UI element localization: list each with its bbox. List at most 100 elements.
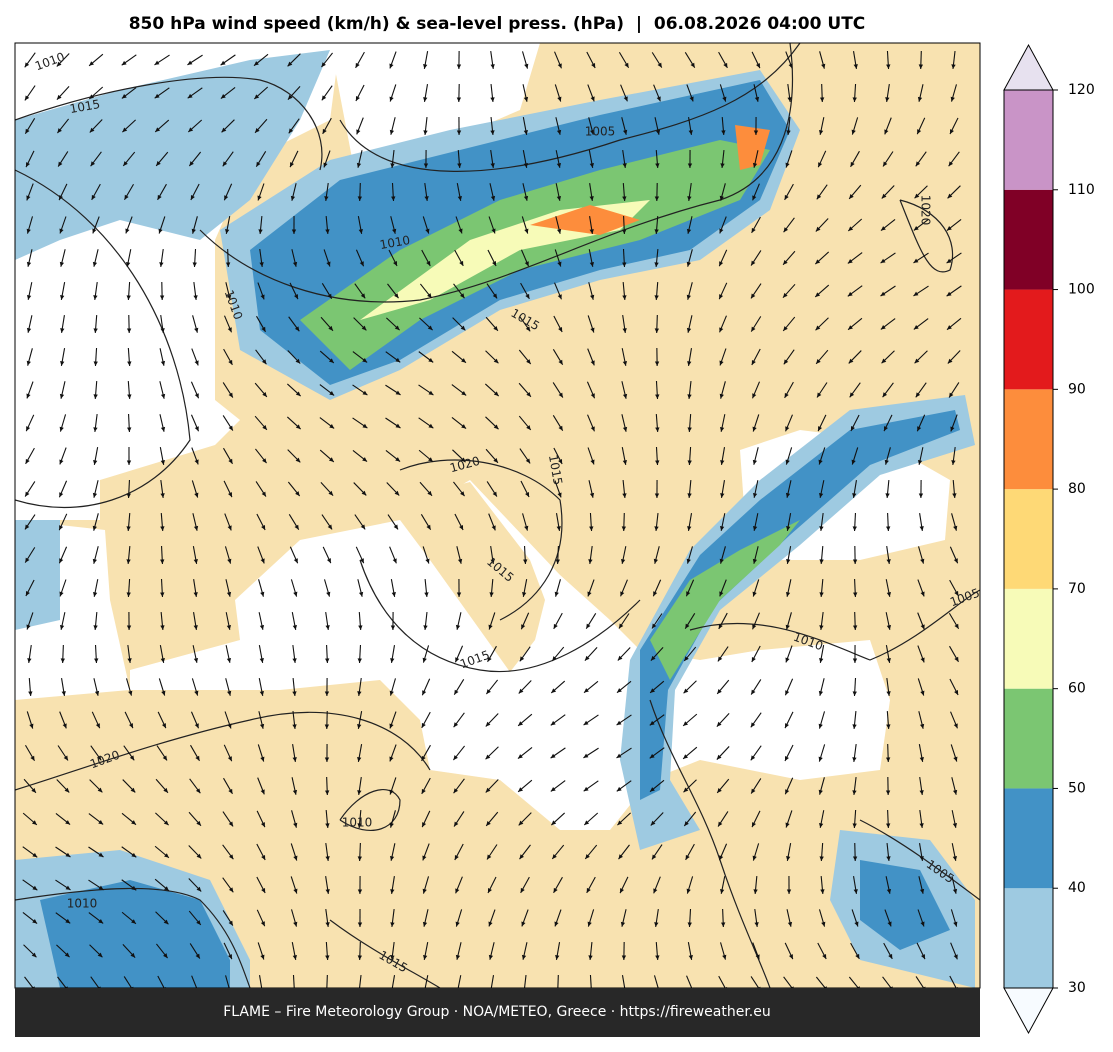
wind-arrow-head [854, 921, 859, 927]
wind-arrow-head [719, 888, 725, 894]
wind-arrow-head [90, 161, 96, 167]
wind-arrow-head [357, 922, 363, 927]
wind-arrow-head [26, 360, 31, 366]
wind-arrow-head [815, 292, 821, 297]
wind-arrow-head [389, 96, 394, 102]
wind-arrow-head [886, 559, 891, 564]
wind-arrow-head [557, 492, 562, 498]
wind-arrow-head [849, 194, 854, 199]
wind-arrow-head [752, 393, 757, 399]
wind-arrow-head [953, 954, 958, 960]
colorbar-bin [1004, 588, 1053, 689]
wind-arrow-head [753, 130, 759, 135]
wind-arrow-head [784, 194, 789, 200]
wind-arrow-head [886, 823, 891, 828]
wind-arrow-head [818, 789, 823, 795]
wind-arrow-head [591, 62, 596, 68]
wind-arrow-head [920, 657, 925, 663]
wind-arrow-head [886, 624, 892, 630]
wind-arrow-head [752, 525, 758, 531]
wind-arrow-head [947, 325, 952, 330]
wind-arrow-head [457, 163, 462, 168]
wind-arrow-head [324, 691, 330, 696]
wind-arrow-head [258, 229, 263, 234]
wind-arrow-head [885, 493, 890, 498]
wind-arrow-head [222, 161, 228, 167]
wind-arrow-head [751, 788, 756, 794]
wind-arrow-head [196, 853, 202, 859]
wind-arrow-head [126, 328, 132, 333]
wind-arrow-head [26, 624, 31, 630]
wind-arrow-head [359, 261, 364, 267]
wind-arrow-head [127, 394, 132, 399]
wind-arrow-head [292, 757, 297, 762]
wind-arrow-head [686, 294, 691, 300]
wind-arrow-head [822, 953, 827, 959]
wind-arrow-head [424, 196, 429, 201]
wind-arrow-head [160, 625, 165, 630]
wind-arrow-head [493, 325, 498, 331]
wind-arrow-head [92, 261, 98, 267]
wind-arrow-head [719, 327, 724, 333]
wind-arrow-head [329, 391, 335, 396]
wind-arrow-head [616, 786, 622, 792]
wind-arrow-head [325, 856, 330, 861]
wind-arrow-head [719, 558, 724, 564]
wind-arrow-head [322, 128, 327, 134]
wind-arrow-head [752, 459, 758, 465]
wind-arrow-head [751, 260, 756, 266]
wind-arrow-head [260, 591, 265, 597]
wind-arrow-head [92, 228, 97, 234]
wind-arrow-head [65, 885, 71, 890]
wind-arrow-head [618, 854, 623, 860]
wind-arrow-head [29, 723, 34, 729]
wind-arrow-head [288, 128, 294, 134]
wind-arrow-head [850, 161, 855, 167]
wind-arrow-head [226, 624, 232, 630]
wind-arrow-head [126, 592, 131, 597]
wind-arrow-head [919, 856, 924, 861]
wind-arrow-head [194, 459, 199, 465]
wind-arrow-head [524, 525, 529, 531]
wind-arrow-head [719, 525, 725, 531]
wind-arrow-head [325, 229, 330, 234]
wind-arrow-head [261, 887, 266, 893]
wind-arrow-head [950, 426, 955, 432]
wind-arrow-head [225, 262, 231, 267]
wind-arrow-head [128, 723, 133, 729]
wind-arrow-head [395, 457, 401, 462]
wind-arrow-head [526, 391, 531, 397]
wind-arrow-head [461, 424, 467, 429]
wind-arrow-head [688, 955, 693, 960]
wind-arrow-head [525, 326, 531, 332]
wind-arrow-head [525, 458, 531, 464]
wind-arrow-head [852, 823, 857, 828]
wind-arrow-head [717, 788, 722, 793]
wind-arrow-head [652, 623, 657, 629]
wind-arrow-head [918, 64, 924, 69]
wind-arrow-head [558, 425, 563, 431]
wind-arrow-head [819, 97, 825, 102]
wind-arrow-head [784, 392, 789, 398]
wind-arrow-head [951, 64, 956, 69]
isobars [15, 43, 980, 988]
wind-arrow-head [228, 887, 234, 893]
wind-arrow-head [850, 426, 855, 432]
wind-arrow-head [718, 821, 723, 827]
wind-arrow-head [684, 821, 689, 826]
wind-arrow-head [58, 161, 63, 167]
wind-arrow-shaft [123, 976, 133, 988]
wind-arrow-head [486, 821, 491, 826]
wind-arrow-head [32, 885, 38, 891]
wind-arrow-head [847, 291, 853, 297]
wind-arrow-head [785, 162, 790, 168]
wind-arrow-head [295, 491, 300, 497]
wind-arrow-head [261, 525, 266, 531]
wind-arrow-head [59, 261, 65, 267]
wind-arrow-head [719, 360, 724, 366]
wind-arrow-head [193, 592, 198, 597]
colorbar-tick-label: 120 [1068, 82, 1095, 98]
wind-arrow-head [228, 788, 233, 794]
wind-arrow-head [64, 952, 70, 958]
wind-arrow-head [719, 855, 724, 861]
